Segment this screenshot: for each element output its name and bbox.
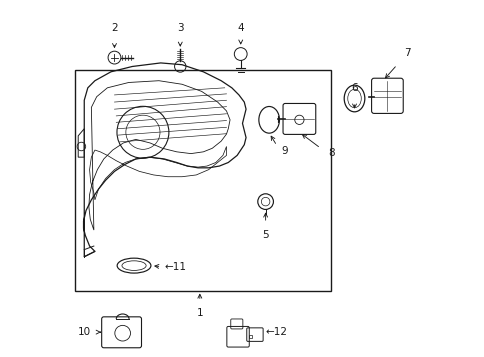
Text: ←11: ←11 [165, 262, 187, 272]
Text: 1: 1 [196, 308, 203, 318]
Bar [75, 70, 331, 291]
Text: 6: 6 [350, 83, 357, 93]
Text: 5: 5 [262, 230, 268, 240]
Text: 10: 10 [78, 327, 91, 337]
Text: 2: 2 [111, 23, 118, 33]
Text: 3: 3 [177, 23, 183, 33]
Text: 7: 7 [404, 47, 410, 57]
Bar [249, 335, 252, 338]
Text: 4: 4 [237, 23, 243, 33]
Text: ←12: ←12 [265, 327, 287, 337]
Text: 8: 8 [327, 148, 334, 158]
Text: 9: 9 [281, 146, 287, 156]
